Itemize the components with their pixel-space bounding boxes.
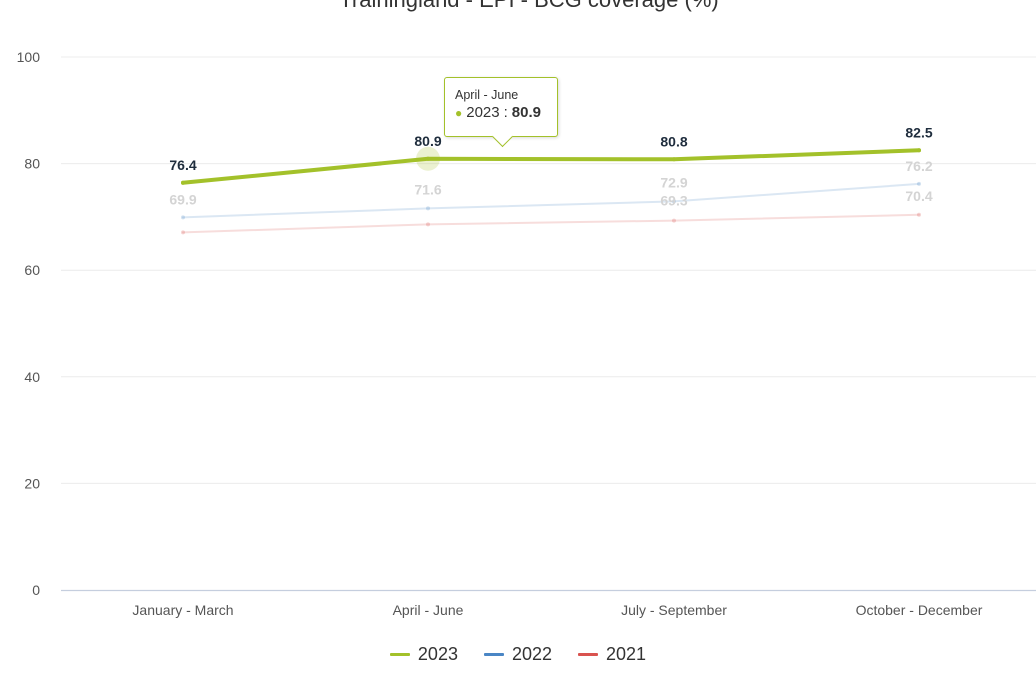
data-label-2023-1: 80.9: [414, 133, 441, 149]
legend-label-2021: 2021: [606, 643, 647, 664]
legend-swatch-2023: [389, 652, 410, 656]
y-tick-label-40: 40: [24, 369, 40, 385]
data-label-2022-0: 69.9: [169, 191, 196, 207]
data-label-2022-1: 71.6: [414, 181, 441, 197]
point-2022-0[interactable]: [181, 215, 185, 220]
legend-swatch-2022: [483, 652, 504, 656]
legend-item-2021[interactable]: 2021: [578, 644, 646, 665]
data-label-2021-3: 70.4: [905, 188, 932, 204]
y-tick-label-0: 0: [32, 582, 40, 598]
point-2022-3[interactable]: [917, 181, 921, 186]
x-tick-label-1: April - June: [393, 602, 464, 618]
y-tick-label-100: 100: [17, 49, 41, 65]
legend-swatch-2021: [578, 652, 599, 656]
grid-lines: [61, 56, 1036, 484]
x-tick-label-3: October - December: [856, 602, 983, 618]
tooltip-value: 80.9: [511, 104, 541, 121]
point-2023-3[interactable]: [917, 148, 921, 153]
axes: 0 20 40 60 80 100 January - March April - June J…: [17, 49, 1036, 618]
x-tick-label-2: July - September: [621, 602, 727, 618]
x-tick-label-0: January - March: [132, 602, 233, 618]
data-label-2023-2: 80.8: [660, 133, 687, 149]
tooltip: April - June ● 2023: 80.9: [444, 77, 558, 148]
series-line-2021[interactable]: [182, 213, 920, 234]
point-2021-2[interactable]: [672, 218, 676, 223]
legend-item-2023[interactable]: 2023: [389, 643, 458, 665]
tooltip-series-name: 2023: [466, 104, 500, 121]
point-2022-1[interactable]: [426, 206, 430, 211]
point-2021-3[interactable]: [917, 212, 921, 217]
y-tick-label-60: 60: [24, 262, 40, 278]
data-label-2021-2: 69.3: [660, 193, 687, 209]
data-label-2023-3: 82.5: [905, 124, 932, 140]
tooltip-header: April - June: [455, 88, 519, 102]
tooltip-row: ● 2023: 80.9: [455, 104, 547, 121]
hover-halo: [416, 146, 440, 171]
y-tick-label-80: 80: [24, 156, 40, 172]
y-tick-label-20: 20: [24, 475, 40, 491]
tooltip-series-dot-icon: ●: [455, 105, 463, 120]
point-2023-1[interactable]: [426, 156, 430, 161]
data-label-2023-0: 76.4: [169, 157, 196, 173]
data-label-2022-3: 76.2: [905, 158, 932, 174]
legend: 2023 2022 2021: [0, 640, 1036, 668]
data-label-2022-2: 72.9: [660, 174, 687, 190]
chart-title: Trainingland - EPI - BCG coverage (%): [339, 0, 718, 12]
point-2021-1[interactable]: [426, 222, 430, 227]
point-2021-0[interactable]: [181, 230, 185, 235]
point-2023-0[interactable]: [181, 180, 185, 185]
legend-label-2022: 2022: [511, 643, 553, 664]
legend-label-2023: 2023: [417, 643, 458, 664]
legend-item-2022[interactable]: 2022: [483, 643, 553, 665]
series-lines: [181, 146, 921, 235]
tooltip-separator: :: [503, 104, 508, 121]
data-labels: 76.4 80.9 80.8 82.5 69.9 71.6 72.9 76.2 69.3 70.4: [169, 124, 932, 208]
series-line-2022[interactable]: [182, 182, 920, 219]
chart-canvas: Trainingland - EPI - BCG coverage (%) 0 2…: [17, 0, 1036, 618]
point-2023-2[interactable]: [672, 157, 676, 162]
point-2022-2[interactable]: [672, 199, 676, 204]
series-line-2023[interactable]: [181, 148, 921, 185]
